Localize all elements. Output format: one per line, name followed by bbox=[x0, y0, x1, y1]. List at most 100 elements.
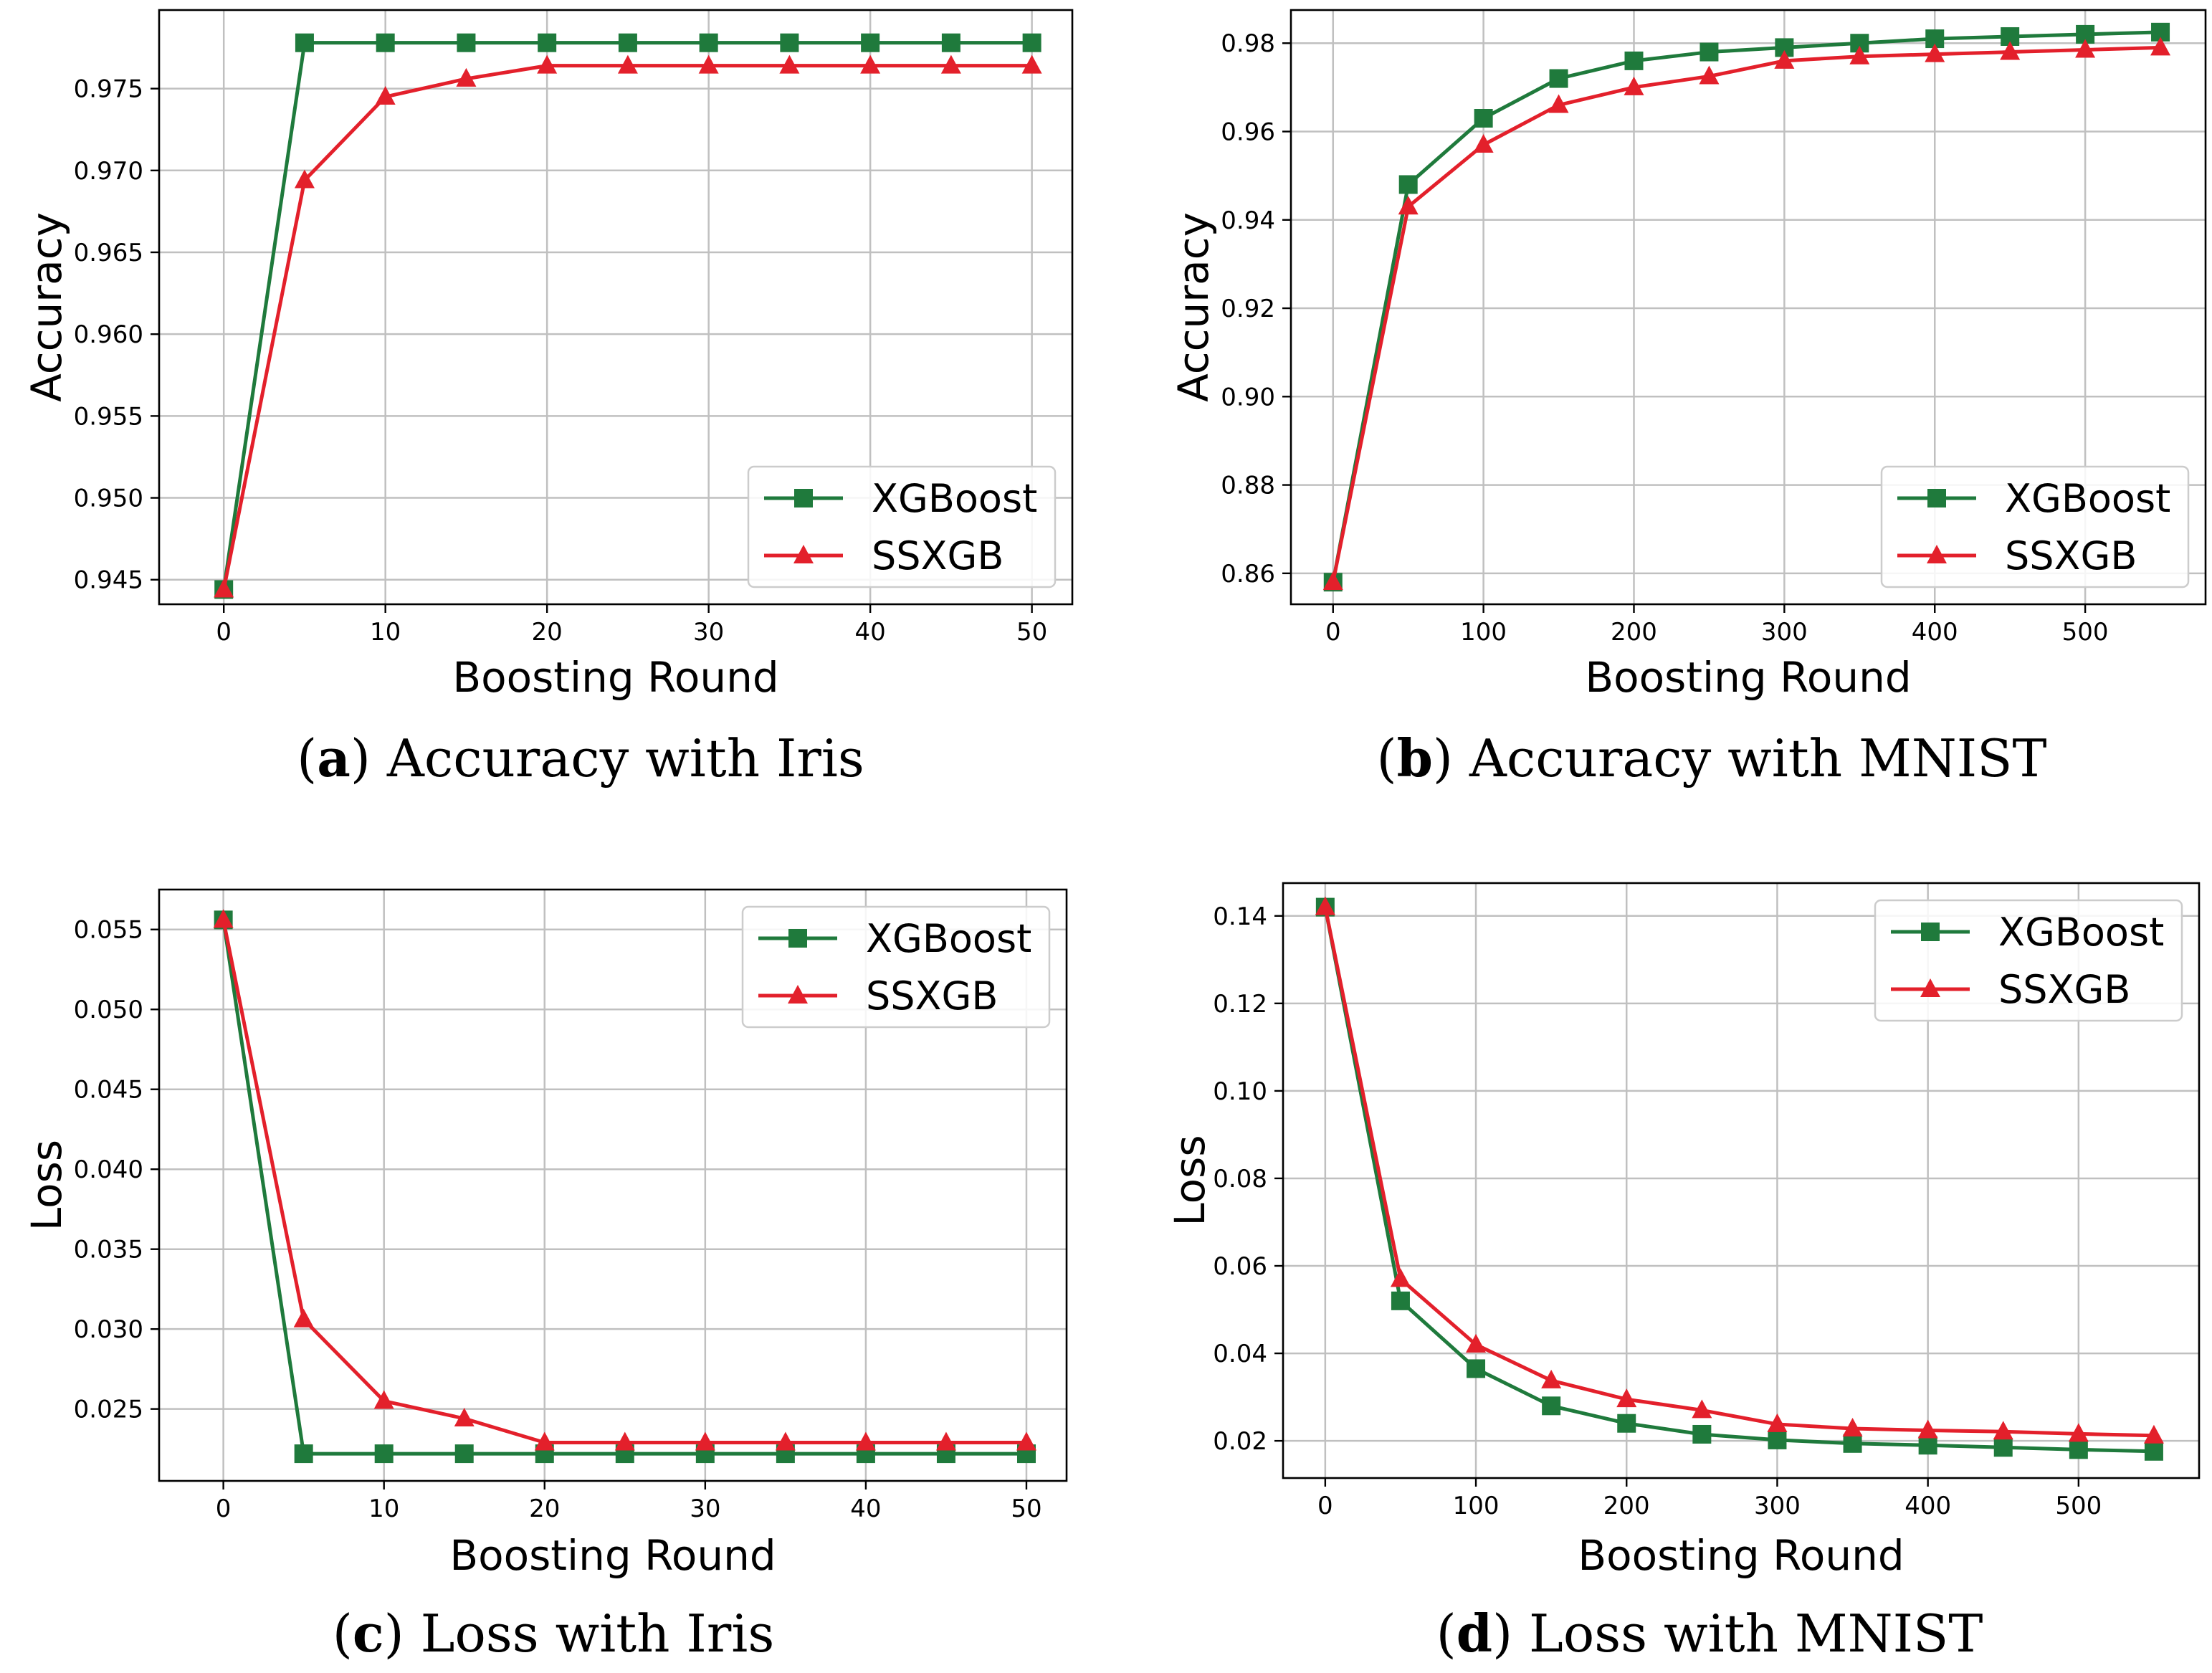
series-line-xgboost bbox=[1323, 907, 2154, 1454]
marker-xgboost bbox=[1474, 109, 1493, 128]
caption-text: Accuracy with MNIST bbox=[1469, 728, 2047, 788]
marker-ssxgb bbox=[1016, 1431, 1036, 1451]
legend-label-ssxgb: SSXGB bbox=[1998, 967, 2130, 1012]
legend-marker-ssxgb bbox=[1927, 545, 1947, 563]
legend-marker-ssxgb bbox=[788, 985, 808, 1004]
x-tick-label: 40 bbox=[855, 618, 886, 647]
y-tick-label: 0.06 bbox=[1213, 1252, 1267, 1281]
marker-ssxgb bbox=[1699, 65, 1720, 85]
x-tick-label: 500 bbox=[2062, 618, 2109, 647]
marker-ssxgb bbox=[935, 1431, 956, 1451]
marker-xgboost bbox=[1391, 1291, 1410, 1310]
x-tick-label: 300 bbox=[1754, 1492, 1801, 1520]
marker-xgboost bbox=[1467, 1359, 1486, 1378]
marker-ssxgb bbox=[1466, 1333, 1487, 1353]
y-tick-label: 0.055 bbox=[74, 916, 143, 945]
series-line-xgboost bbox=[1331, 30, 2161, 583]
y-tick-label: 0.950 bbox=[74, 485, 143, 513]
marker-ssxgb bbox=[456, 67, 477, 87]
marker-ssxgb bbox=[1398, 196, 1419, 215]
caption-text: Accuracy with Iris bbox=[386, 728, 864, 788]
x-axis-label: Boosting Round bbox=[1578, 1531, 1904, 1580]
caption-paren-open: ( bbox=[1376, 728, 1396, 788]
marker-xgboost bbox=[780, 33, 799, 52]
marker-ssxgb bbox=[1616, 1388, 1637, 1408]
x-tick-label: 0 bbox=[216, 618, 232, 647]
marker-ssxgb bbox=[214, 578, 234, 598]
caption-paren-close: ) bbox=[1492, 1603, 1529, 1664]
x-tick-label: 400 bbox=[1904, 1492, 1951, 1520]
x-tick-label: 500 bbox=[2055, 1492, 2102, 1520]
x-tick-label: 10 bbox=[368, 1495, 399, 1523]
x-tick-label: 0 bbox=[216, 1495, 232, 1523]
marker-xgboost bbox=[699, 33, 718, 52]
y-tick-label: 0.08 bbox=[1213, 1165, 1267, 1193]
legend-marker-xgboost bbox=[788, 929, 807, 948]
marker-xgboost bbox=[454, 1444, 474, 1464]
marker-xgboost bbox=[1549, 69, 1568, 88]
legend-label-ssxgb: SSXGB bbox=[866, 973, 998, 1019]
y-tick-label: 0.960 bbox=[74, 320, 143, 349]
y-tick-label: 0.88 bbox=[1221, 472, 1275, 500]
chart-d: 0 100 200 300 400 500 0.02 0.04 0.06 0.08 0.10 0.12… bbox=[1165, 882, 2201, 1664]
y-axis-label: Accuracy bbox=[1169, 212, 1218, 402]
caption-paren-close: ) bbox=[1433, 728, 1469, 788]
marker-ssxgb bbox=[213, 909, 234, 928]
marker-ssxgb bbox=[1548, 94, 1569, 113]
caption-text: Loss with MNIST bbox=[1529, 1603, 1983, 1664]
legend-label-xgboost: XGBoost bbox=[2005, 476, 2170, 521]
caption-paren-open: ( bbox=[297, 728, 317, 788]
marker-ssxgb bbox=[855, 1431, 876, 1451]
caption-letter: d bbox=[1457, 1603, 1492, 1664]
plot-frame bbox=[1289, 9, 2207, 606]
marker-xgboost bbox=[1022, 33, 1041, 52]
legend: XGBoost SSXGB bbox=[741, 905, 1051, 1029]
y-axis-label: Accuracy bbox=[22, 212, 71, 402]
legend-label-ssxgb: SSXGB bbox=[872, 533, 1003, 578]
marker-ssxgb bbox=[1917, 1419, 1938, 1439]
marker-ssxgb bbox=[293, 1308, 314, 1328]
legend-marker-xgboost bbox=[1921, 923, 1940, 941]
marker-ssxgb bbox=[614, 1431, 635, 1451]
caption: (b) Accuracy with MNIST bbox=[1376, 728, 2046, 788]
marker-ssxgb bbox=[695, 1431, 715, 1451]
y-tick-label: 0.970 bbox=[74, 157, 143, 186]
caption-paren-open: ( bbox=[333, 1603, 353, 1664]
marker-xgboost bbox=[1699, 42, 1719, 62]
y-tick-label: 0.02 bbox=[1213, 1427, 1267, 1456]
x-tick-label: 40 bbox=[850, 1495, 881, 1523]
caption: (c) Loss with Iris bbox=[333, 1603, 775, 1664]
y-tick-label: 0.945 bbox=[74, 566, 143, 595]
marker-ssxgb bbox=[1473, 133, 1494, 153]
marker-xgboost bbox=[538, 33, 557, 52]
y-axis-label: Loss bbox=[1165, 1135, 1214, 1226]
x-tick-label: 30 bbox=[690, 1495, 720, 1523]
y-tick-label: 0.030 bbox=[74, 1315, 143, 1344]
chart-b: 0 100 200 300 400 500 0.86 0.88 0.90 0.92 0.94 0.96… bbox=[1169, 9, 2207, 788]
marker-ssxgb bbox=[2143, 1424, 2164, 1444]
marker-xgboost bbox=[1918, 1436, 1937, 1455]
y-axis-label: Loss bbox=[22, 1140, 71, 1231]
x-tick-label: 100 bbox=[1460, 618, 1507, 647]
caption-paren-open: ( bbox=[1436, 1603, 1457, 1664]
x-tick-label: 0 bbox=[1325, 618, 1341, 647]
marker-ssxgb bbox=[537, 54, 558, 74]
y-tick-label: 0.86 bbox=[1221, 560, 1275, 588]
marker-ssxgb bbox=[1021, 54, 1042, 74]
chart-c: 0 10 20 30 40 50 0.025 0.030 0.035 0.040 0.045 0.05… bbox=[22, 888, 1068, 1664]
x-tick-label: 10 bbox=[370, 618, 401, 647]
marker-xgboost bbox=[1768, 1430, 1787, 1449]
legend: XGBoost SSXGB bbox=[747, 465, 1057, 588]
marker-ssxgb bbox=[373, 1390, 394, 1409]
marker-xgboost bbox=[1398, 175, 1418, 194]
marker-xgboost bbox=[457, 33, 476, 52]
marker-ssxgb bbox=[1774, 49, 1795, 69]
y-tick-label: 0.96 bbox=[1221, 118, 1275, 146]
marker-xgboost bbox=[294, 1444, 313, 1464]
y-tick-label: 0.035 bbox=[74, 1236, 143, 1264]
marker-ssxgb bbox=[2075, 39, 2096, 58]
marker-ssxgb bbox=[775, 1431, 796, 1451]
caption-paren-close: ) bbox=[351, 728, 387, 788]
marker-xgboost bbox=[2144, 1441, 2163, 1461]
